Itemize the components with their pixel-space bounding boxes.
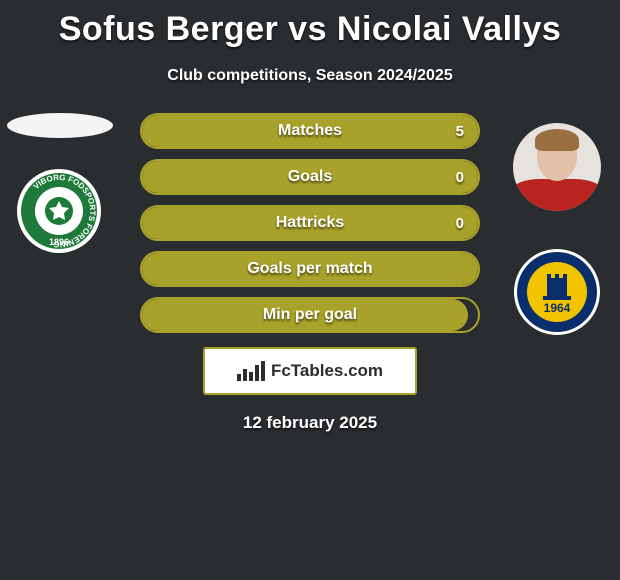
club-right-year: 1964 xyxy=(544,301,571,315)
bar-label: Goals per match xyxy=(142,253,478,285)
subtitle: Club competitions, Season 2024/2025 xyxy=(0,67,620,85)
comparison-area: VIBORG FODSPORTS FORENING 1896 1964 Matc… xyxy=(0,113,620,333)
bar-value: 5 xyxy=(456,115,464,147)
stat-bar-goals-per-match: Goals per match xyxy=(140,251,480,287)
bar-value: 0 xyxy=(456,161,464,193)
stat-bar-goals: Goals 0 xyxy=(140,159,480,195)
page-title: Sofus Berger vs Nicolai Vallys xyxy=(0,0,620,49)
stat-bars: Matches 5 Goals 0 Hattricks 0 Goals per … xyxy=(140,113,480,333)
club-left-badge: VIBORG FODSPORTS FORENING 1896 xyxy=(16,168,102,254)
stat-bar-min-per-goal: Min per goal xyxy=(140,297,480,333)
logo-text: FcTables.com xyxy=(271,361,383,381)
club-left-year: 1896 xyxy=(49,237,69,247)
bar-label: Goals xyxy=(142,161,478,193)
player-left-photo xyxy=(7,113,113,138)
player-right-photo xyxy=(513,123,601,211)
bar-label: Hattricks xyxy=(142,207,478,239)
club-right-badge: 1964 xyxy=(513,248,601,336)
stat-bar-hattricks: Hattricks 0 xyxy=(140,205,480,241)
date-text: 12 february 2025 xyxy=(0,413,620,433)
bar-label: Min per goal xyxy=(142,299,478,331)
stat-bar-matches: Matches 5 xyxy=(140,113,480,149)
bar-label: Matches xyxy=(142,115,478,147)
source-logo: FcTables.com xyxy=(203,347,417,395)
bar-value: 0 xyxy=(456,207,464,239)
barchart-icon xyxy=(237,361,265,381)
